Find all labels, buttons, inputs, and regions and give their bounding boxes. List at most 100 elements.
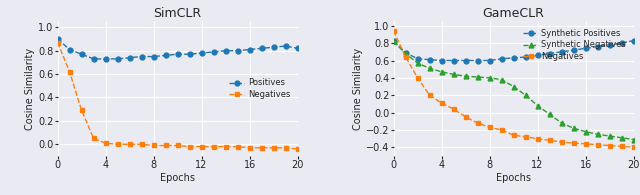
Synthetic Negatives <box>522 94 529 96</box>
Negatives <box>234 145 241 148</box>
Positives <box>102 58 109 60</box>
Synthetic Positives <box>546 52 554 55</box>
Synthetic Negatives <box>462 75 470 77</box>
Positives <box>198 52 205 54</box>
Synthetic Positives <box>414 58 422 60</box>
Legend: Synthetic Positives, Synthetic Negatives, Negatives: Synthetic Positives, Synthetic Negatives… <box>520 26 629 64</box>
Line: Positives: Positives <box>55 37 300 61</box>
Synthetic Negatives <box>390 40 397 43</box>
Negatives <box>546 139 554 142</box>
Positives <box>210 51 218 53</box>
Positives <box>125 57 134 59</box>
Positives <box>150 55 157 58</box>
Negatives <box>222 145 230 148</box>
X-axis label: Epochs: Epochs <box>496 173 531 183</box>
Negatives <box>78 109 86 112</box>
Synthetic Negatives <box>402 52 410 55</box>
Synthetic Positives <box>474 59 481 62</box>
Negatives <box>618 145 625 148</box>
Negatives <box>90 137 97 140</box>
Synthetic Negatives <box>582 130 589 133</box>
Positives <box>138 55 145 58</box>
Positives <box>234 50 241 52</box>
Negatives <box>450 108 458 110</box>
Synthetic Negatives <box>486 77 493 79</box>
Synthetic Negatives <box>618 137 625 139</box>
Positives <box>186 53 193 55</box>
Synthetic Negatives <box>594 133 602 136</box>
Negatives <box>114 143 122 145</box>
Positives <box>114 58 122 60</box>
Synthetic Positives <box>594 45 602 48</box>
Title: GameCLR: GameCLR <box>483 7 545 20</box>
Synthetic Negatives <box>630 138 637 141</box>
Synthetic Negatives <box>606 135 614 137</box>
Positives <box>66 48 74 51</box>
Synthetic Positives <box>426 58 433 61</box>
Positives <box>270 46 278 48</box>
X-axis label: Epochs: Epochs <box>160 173 195 183</box>
Positives <box>78 53 86 55</box>
Synthetic Negatives <box>510 85 518 88</box>
Positives <box>282 45 289 47</box>
Negatives <box>474 122 481 124</box>
Synthetic Positives <box>510 57 518 59</box>
Negatives <box>438 102 445 104</box>
Negatives <box>210 145 218 148</box>
Synthetic Negatives <box>546 113 554 115</box>
Synthetic Negatives <box>450 73 458 76</box>
Positives <box>174 53 182 55</box>
Synthetic Positives <box>630 39 637 42</box>
Negatives <box>414 77 422 79</box>
Line: Negatives: Negatives <box>391 29 636 150</box>
Negatives <box>486 126 493 129</box>
Negatives <box>510 134 518 136</box>
Negatives <box>534 137 541 140</box>
Synthetic Negatives <box>558 122 566 124</box>
Synthetic Positives <box>606 44 614 46</box>
Negatives <box>125 143 134 145</box>
Synthetic Positives <box>618 42 625 44</box>
Synthetic Negatives <box>414 62 422 64</box>
Synthetic Positives <box>534 54 541 57</box>
Negatives <box>558 141 566 143</box>
Title: SimCLR: SimCLR <box>154 7 202 20</box>
Negatives <box>186 145 193 148</box>
Line: Synthetic Positives: Synthetic Positives <box>391 38 636 63</box>
Synthetic Positives <box>390 40 397 43</box>
Negatives <box>570 142 577 144</box>
Negatives <box>522 136 529 138</box>
Negatives <box>138 143 145 145</box>
Synthetic Positives <box>402 51 410 54</box>
Synthetic Positives <box>498 58 506 60</box>
Synthetic Negatives <box>438 71 445 73</box>
Negatives <box>462 116 470 118</box>
Positives <box>258 47 266 50</box>
Synthetic Positives <box>558 51 566 53</box>
Positives <box>222 50 230 52</box>
Negatives <box>258 147 266 149</box>
Negatives <box>102 142 109 144</box>
Synthetic Positives <box>522 56 529 58</box>
Synthetic Negatives <box>426 67 433 69</box>
Negatives <box>402 56 410 58</box>
Line: Negatives: Negatives <box>55 40 300 151</box>
Negatives <box>270 147 278 149</box>
Negatives <box>174 144 182 147</box>
Synthetic Positives <box>438 59 445 62</box>
Negatives <box>150 144 157 147</box>
Negatives <box>426 94 433 96</box>
Positives <box>162 54 170 57</box>
Synthetic Negatives <box>474 76 481 78</box>
Line: Synthetic Negatives: Synthetic Negatives <box>391 39 636 142</box>
Synthetic Negatives <box>498 78 506 81</box>
Y-axis label: Cosine Similarity: Cosine Similarity <box>26 48 35 130</box>
Negatives <box>198 145 205 148</box>
Negatives <box>66 71 74 73</box>
Negatives <box>162 144 170 147</box>
Synthetic Positives <box>450 59 458 62</box>
Negatives <box>498 129 506 131</box>
Synthetic Positives <box>582 47 589 50</box>
Negatives <box>54 41 61 44</box>
Synthetic Positives <box>570 49 577 51</box>
